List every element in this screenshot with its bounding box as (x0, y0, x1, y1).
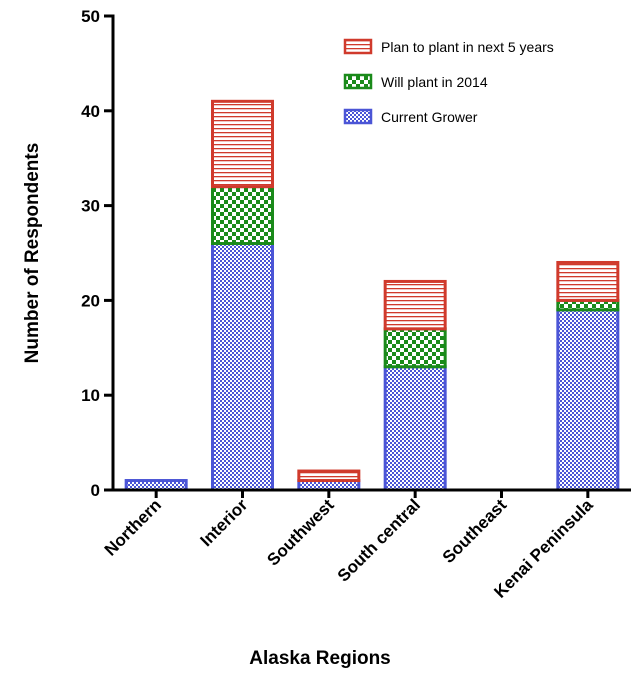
x-tick-label-interior: Interior (196, 495, 251, 550)
legend-swatch-plan-to-plant-in-next-5-years (343, 38, 373, 55)
legend-swatch-current-grower (343, 108, 373, 125)
y-tick-labels: 0 10 20 30 40 50 (81, 7, 100, 500)
legend-label-current-grower: Current Grower (381, 109, 478, 125)
y-tick-label: 40 (81, 102, 100, 121)
bar-south-central-current-grower (383, 365, 447, 492)
bar-kenai-peninsula-current-grower (556, 308, 620, 492)
y-tick-label: 10 (81, 386, 100, 405)
y-axis-title: Number of Respondents (22, 143, 43, 364)
y-tick-label: 0 (91, 481, 100, 500)
x-tick-label-southeast: Southeast (439, 495, 511, 567)
y-tick-label: 20 (81, 291, 100, 310)
y-tick-label: 30 (81, 197, 100, 216)
bar-kenai-peninsula-plan-to-plant-in-next-5-years (556, 260, 620, 302)
bar-interior-will-plant-in-2014 (211, 185, 274, 246)
legend-label-plan-to-plant-in-next-5-years: Plan to plant in next 5 years (381, 39, 554, 55)
bar-interior-plan-to-plant-in-next-5-years (211, 99, 274, 189)
bar-south-central-will-plant-in-2014 (383, 327, 447, 369)
x-tick-label-southwest: Southwest (263, 495, 337, 569)
bars-layer (124, 99, 620, 492)
legend-swatch-will-plant-in-2014 (343, 73, 373, 90)
y-tick-label: 50 (81, 7, 100, 26)
x-tick-label-northern: Northern (101, 495, 165, 559)
bar-interior-current-grower (211, 242, 274, 492)
legend: Plan to plant in next 5 years Will plant … (343, 38, 554, 125)
x-axis-title: Alaska Regions (249, 648, 391, 669)
x-tick-label-south-central: South central (334, 495, 424, 585)
axes-layer (104, 14, 631, 498)
legend-label-will-plant-in-2014: Will plant in 2014 (381, 74, 488, 90)
bar-southwest-plan-to-plant-in-next-5-years (297, 469, 361, 483)
bar-south-central-plan-to-plant-in-next-5-years (383, 279, 447, 331)
